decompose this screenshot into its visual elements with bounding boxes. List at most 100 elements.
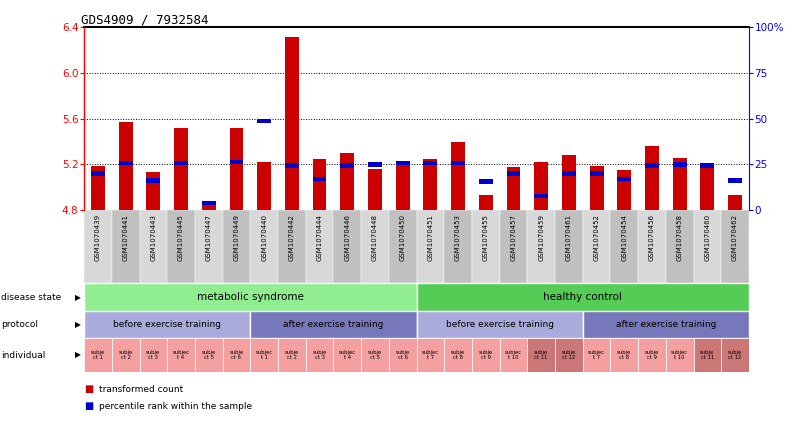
Text: subje
ct 9: subje ct 9 [479, 350, 493, 360]
Bar [618, 170, 631, 210]
Text: ■: ■ [84, 384, 94, 394]
Text: percentile rank within the sample: percentile rank within the sample [99, 401, 252, 411]
Text: subje
ct 12: subje ct 12 [728, 350, 743, 360]
Bar [479, 195, 493, 210]
Bar [451, 161, 465, 165]
Text: subje
ct 1: subje ct 1 [91, 350, 105, 360]
Bar [638, 210, 666, 283]
Text: subjec
t 10: subjec t 10 [505, 350, 522, 360]
Bar [445, 210, 472, 283]
Bar [230, 160, 244, 164]
Bar [306, 338, 333, 372]
Bar [195, 338, 223, 372]
Text: subje
ct 2: subje ct 2 [119, 350, 133, 360]
Bar [195, 210, 223, 283]
Bar [694, 210, 721, 283]
Bar [250, 338, 278, 372]
Bar [479, 179, 493, 184]
Bar [562, 171, 576, 176]
Bar [257, 162, 271, 210]
Bar [666, 338, 694, 372]
Bar [368, 169, 382, 210]
Text: subje
ct 6: subje ct 6 [229, 350, 244, 360]
Text: subje
ct 8: subje ct 8 [451, 350, 465, 360]
Bar [417, 338, 445, 372]
Bar [527, 210, 555, 283]
Bar [694, 338, 721, 372]
Bar [424, 161, 437, 165]
Text: GSM1070449: GSM1070449 [233, 214, 239, 261]
Text: GSM1070462: GSM1070462 [732, 214, 738, 261]
Text: GSM1070447: GSM1070447 [206, 214, 211, 261]
Text: subje
ct 5: subje ct 5 [202, 350, 216, 360]
Text: GSM1070445: GSM1070445 [178, 214, 184, 261]
Bar [666, 210, 694, 283]
Text: disease state: disease state [1, 293, 61, 302]
Text: GSM1070457: GSM1070457 [510, 214, 517, 261]
Bar [84, 283, 417, 311]
Bar [91, 171, 105, 176]
Text: metabolic syndrome: metabolic syndrome [197, 292, 304, 302]
Bar [472, 338, 500, 372]
Text: subje
ct 9: subje ct 9 [645, 350, 659, 360]
Bar [278, 210, 306, 283]
Text: GSM1070461: GSM1070461 [566, 214, 572, 261]
Bar [119, 122, 133, 210]
Bar [527, 338, 555, 372]
Text: GSM1070452: GSM1070452 [594, 214, 600, 261]
Text: GSM1070443: GSM1070443 [151, 214, 156, 261]
Text: after exercise training: after exercise training [284, 320, 384, 329]
Text: subje
ct 12: subje ct 12 [562, 350, 576, 360]
Bar [424, 159, 437, 210]
Text: subjec
t 1: subjec t 1 [256, 350, 272, 360]
Bar [555, 338, 582, 372]
Bar [174, 161, 188, 165]
Text: GSM1070450: GSM1070450 [400, 214, 405, 261]
Bar [645, 146, 659, 210]
Bar [472, 210, 500, 283]
Text: GSM1070448: GSM1070448 [372, 214, 378, 261]
Text: GSM1070442: GSM1070442 [289, 214, 295, 261]
Bar [112, 210, 139, 283]
Bar [91, 165, 105, 210]
Bar [333, 210, 361, 283]
Text: before exercise training: before exercise training [445, 320, 553, 329]
Bar [555, 210, 582, 283]
Text: ▶: ▶ [74, 351, 81, 360]
Text: subje
ct 3: subje ct 3 [312, 350, 327, 360]
Bar [417, 311, 583, 338]
Bar [445, 338, 472, 372]
Bar [257, 119, 271, 123]
Text: GSM1070446: GSM1070446 [344, 214, 350, 261]
Bar [223, 210, 250, 283]
Bar [285, 163, 299, 168]
Bar [388, 338, 417, 372]
Text: GSM1070454: GSM1070454 [622, 214, 627, 261]
Bar [119, 161, 133, 165]
Text: protocol: protocol [1, 320, 38, 329]
Bar [361, 210, 388, 283]
Bar [112, 338, 139, 372]
Text: GSM1070441: GSM1070441 [123, 214, 129, 261]
Bar [340, 163, 354, 168]
Text: subje
ct 6: subje ct 6 [396, 350, 410, 360]
Bar [84, 210, 112, 283]
Bar [700, 163, 714, 168]
Bar [582, 210, 610, 283]
Text: individual: individual [1, 351, 45, 360]
Bar [451, 142, 465, 210]
Bar [721, 338, 749, 372]
Bar [610, 338, 638, 372]
Bar [84, 311, 250, 338]
Bar [285, 37, 299, 210]
Bar [582, 311, 749, 338]
Bar [223, 338, 250, 372]
Bar [673, 157, 686, 210]
Bar [728, 195, 742, 210]
Bar [202, 201, 215, 205]
Text: subjec
t 10: subjec t 10 [671, 350, 688, 360]
Bar [250, 210, 278, 283]
Text: GSM1070439: GSM1070439 [95, 214, 101, 261]
Bar [582, 338, 610, 372]
Bar [306, 210, 333, 283]
